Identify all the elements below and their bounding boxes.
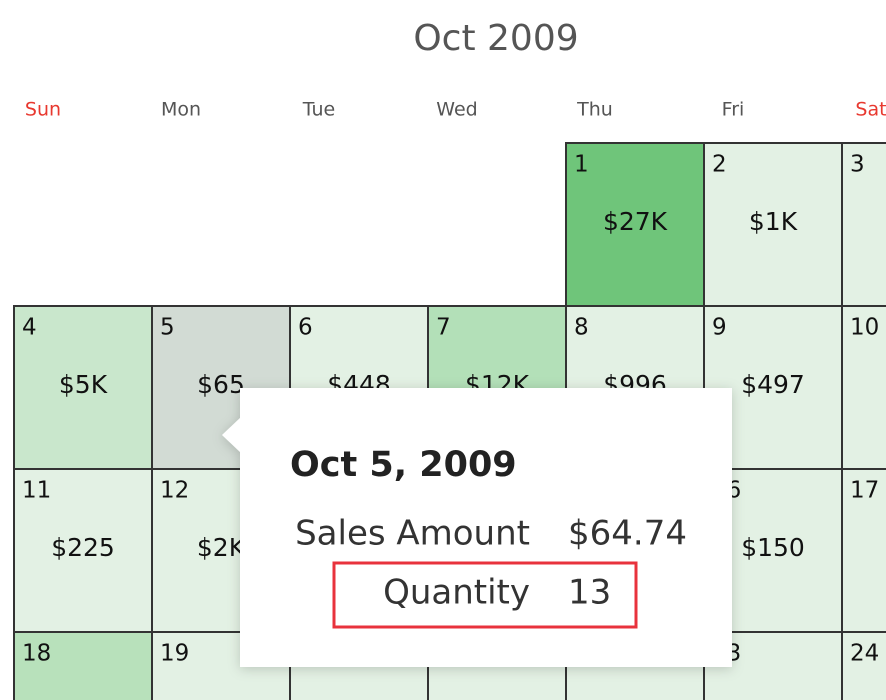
weekday-label: Sun (25, 99, 61, 121)
day-cell: 10 (841, 305, 886, 470)
cell-background (13, 631, 153, 700)
day-cell: 17 (841, 468, 886, 633)
day-number: 6 (298, 315, 313, 341)
day-cell: 18 (13, 631, 153, 700)
cell-background (841, 142, 886, 307)
day-number: 18 (22, 641, 51, 667)
sales-value: $497 (741, 370, 805, 399)
sales-value: $1K (749, 207, 798, 236)
day-number: 2 (712, 152, 727, 178)
weekday-label: Mon (161, 99, 201, 121)
tooltip-box (222, 388, 732, 667)
sales-value: $150 (741, 533, 805, 562)
tooltip-label: Quantity (383, 573, 530, 613)
day-number: 7 (436, 315, 451, 341)
day-number: 8 (574, 315, 589, 341)
day-number: 19 (160, 641, 189, 667)
day-number: 11 (22, 478, 51, 504)
day-cell: 9 $497 (703, 305, 843, 470)
sales-value: $65 (197, 370, 245, 399)
sales-value: $225 (51, 533, 115, 562)
weekday-label: Wed (436, 99, 477, 121)
day-number: 17 (850, 478, 879, 504)
sales-value: $2K (197, 533, 246, 562)
cell-background (703, 142, 843, 307)
weekday-label: Thu (576, 99, 613, 121)
day-cell: 3 (841, 142, 886, 307)
highlight-box (332, 561, 638, 629)
cell-background (841, 631, 886, 700)
day-number: 9 (712, 315, 727, 341)
day-number: 1 (574, 152, 589, 178)
tooltip-title: Oct 5, 2009 (290, 445, 517, 485)
weekday-label: Fri (722, 99, 745, 121)
tooltip: Oct 5, 2009 Sales Amount $64.74 Quantity 13 (222, 388, 732, 667)
sales-value: $5K (59, 370, 108, 399)
cell-background (13, 305, 153, 470)
day-number: 24 (850, 641, 879, 667)
day-cell: 1 $27K (565, 142, 705, 307)
sales-value: $27K (603, 207, 668, 236)
day-cell: 5 $65 (151, 305, 291, 470)
day-cell: 11 $225 (13, 468, 153, 633)
day-number: 3 (850, 152, 865, 178)
tooltip-value: $64.74 (568, 514, 687, 554)
tooltip-value: 13 (568, 573, 611, 613)
calendar-title: Oct 2009 (413, 18, 578, 59)
day-cell: 2 $1K (703, 142, 843, 307)
weekday-label: Tue (302, 99, 335, 121)
cell-background (565, 142, 705, 307)
tooltip-label: Sales Amount (295, 514, 530, 554)
day-number: 4 (22, 315, 37, 341)
cell-background (841, 305, 886, 470)
day-number: 10 (850, 315, 879, 341)
day-number: 12 (160, 478, 189, 504)
day-number: 5 (160, 315, 175, 341)
weekday-label: Sat (855, 99, 886, 121)
day-cell: 24 (841, 631, 886, 700)
day-cell: 4 $5K (13, 305, 153, 470)
cell-background (841, 468, 886, 633)
